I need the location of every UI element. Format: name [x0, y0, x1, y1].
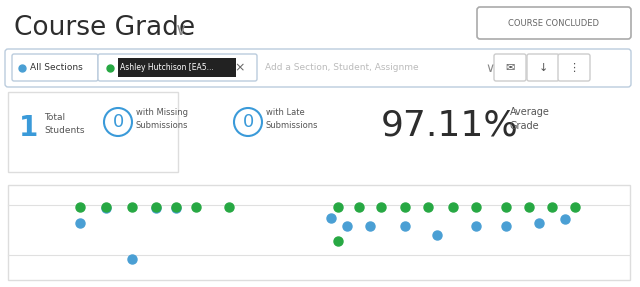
- FancyBboxPatch shape: [527, 54, 559, 81]
- FancyBboxPatch shape: [558, 54, 590, 81]
- FancyBboxPatch shape: [98, 54, 257, 81]
- FancyBboxPatch shape: [477, 7, 631, 39]
- Text: ∨: ∨: [175, 21, 187, 39]
- FancyBboxPatch shape: [5, 49, 631, 87]
- Text: with Missing
Submissions: with Missing Submissions: [136, 108, 189, 130]
- Text: Average
Grade: Average Grade: [510, 107, 550, 131]
- FancyBboxPatch shape: [118, 58, 236, 77]
- Text: COURSE CONCLUDED: COURSE CONCLUDED: [509, 20, 600, 28]
- Text: Course Grade: Course Grade: [14, 15, 195, 41]
- Text: ↓: ↓: [538, 63, 548, 73]
- Text: with Late
Submissions: with Late Submissions: [266, 108, 319, 130]
- Text: ⋮: ⋮: [568, 63, 580, 73]
- Text: Total
Students: Total Students: [44, 113, 84, 135]
- Text: 1: 1: [19, 114, 38, 142]
- FancyBboxPatch shape: [8, 185, 630, 280]
- Text: ✉: ✉: [506, 63, 515, 73]
- Text: Ashley Hutchison [EA5...: Ashley Hutchison [EA5...: [120, 63, 214, 73]
- Text: 0: 0: [243, 113, 253, 131]
- Text: ×: ×: [235, 61, 245, 75]
- Text: All Sections: All Sections: [30, 63, 83, 73]
- Text: Add a Section, Student, Assignme: Add a Section, Student, Assignme: [265, 63, 419, 73]
- Text: 0: 0: [113, 113, 124, 131]
- Text: 97.11%: 97.11%: [381, 108, 519, 142]
- FancyBboxPatch shape: [494, 54, 526, 81]
- FancyBboxPatch shape: [8, 92, 178, 172]
- FancyBboxPatch shape: [12, 54, 98, 81]
- Text: ∨: ∨: [485, 61, 495, 75]
